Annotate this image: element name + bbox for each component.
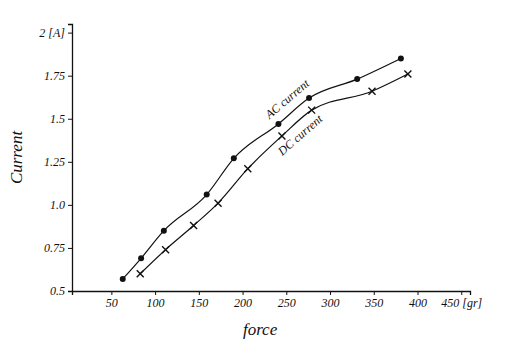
point: [231, 155, 237, 161]
point: [244, 165, 251, 172]
point: [306, 95, 312, 101]
series-label: AC current: [262, 76, 313, 122]
point: [190, 222, 197, 229]
tick-mark: [286, 291, 287, 295]
tick: 400: [409, 291, 427, 310]
tick: 1.0: [50, 198, 72, 212]
tick-mark: [330, 291, 331, 295]
x-axis-title: force: [243, 320, 278, 339]
point: [138, 255, 144, 261]
tick: 1.75: [44, 69, 72, 83]
tick-label: 1.75: [44, 69, 65, 83]
plot: 50 100 150 200 250 300 350 400 450 [gr] 0.5 0.75 1.…: [39, 25, 482, 310]
point: [137, 270, 144, 277]
tick-label: 350: [364, 296, 383, 310]
tick-mark: [155, 291, 156, 295]
tick: 2 [A]: [39, 26, 72, 40]
series-line: [140, 74, 408, 274]
tick-label: 300: [321, 296, 340, 310]
tick-mark: [68, 33, 72, 34]
point: [204, 192, 210, 198]
tick-mark: [68, 248, 72, 249]
tick-mark: [68, 119, 72, 120]
tick-mark: [68, 162, 72, 163]
tick-mark: [111, 291, 112, 295]
tick-mark: [374, 291, 375, 295]
y-axis-title: Current: [7, 130, 26, 184]
tick: 0.5: [50, 284, 72, 298]
tick: 1.25: [44, 155, 72, 169]
point: [162, 246, 169, 253]
point: [404, 70, 411, 77]
tick-label: 50: [106, 296, 118, 310]
tick: 0.75: [44, 241, 72, 255]
tick: 250: [278, 291, 296, 310]
x-axis: 50 100 150 200 250 300 350 400 450 [gr]: [73, 291, 483, 310]
tick-label: 2 [A]: [39, 26, 65, 40]
tick-label: 400: [409, 296, 427, 310]
tick-mark: [461, 291, 462, 295]
tick-label: 0.5: [50, 284, 65, 298]
tick-mark: [199, 291, 200, 295]
series-line: [123, 58, 401, 278]
tick-label: 200: [234, 296, 252, 310]
series-label: DC current: [274, 111, 326, 158]
point: [275, 121, 281, 127]
tick-label: 150: [190, 296, 208, 310]
tick: 150: [190, 291, 208, 310]
point: [369, 88, 376, 95]
tick-label: 0.75: [44, 241, 65, 255]
point: [215, 200, 222, 207]
tick-label: 450 [gr]: [441, 296, 482, 310]
tick-mark: [418, 291, 419, 295]
point: [120, 276, 126, 282]
tick: 50: [106, 291, 118, 310]
tick: 350: [364, 291, 383, 310]
tick-mark: [243, 291, 244, 295]
tick-mark: [68, 76, 72, 77]
marks: [120, 55, 412, 281]
tick: 1.5: [50, 112, 72, 126]
tick-label: 250: [278, 296, 296, 310]
tick: 450 [gr]: [441, 291, 482, 310]
axis-line: [73, 292, 471, 296]
point: [161, 228, 167, 234]
axis-line: [68, 25, 73, 292]
tick-mark: [68, 291, 72, 292]
tick-label: 1.5: [50, 112, 65, 126]
point: [354, 76, 360, 82]
tick: 300: [321, 291, 340, 310]
tick-label: 1.25: [44, 155, 65, 169]
tick-mark: [68, 205, 72, 206]
tick: 200: [234, 291, 252, 310]
tick: 100: [147, 291, 165, 310]
tick-label: 1.0: [50, 198, 65, 212]
point: [398, 55, 404, 61]
y-axis: 0.5 0.75 1.0 1.25 1.5 1.75 2 [A]: [39, 25, 72, 299]
tick-label: 100: [147, 296, 165, 310]
